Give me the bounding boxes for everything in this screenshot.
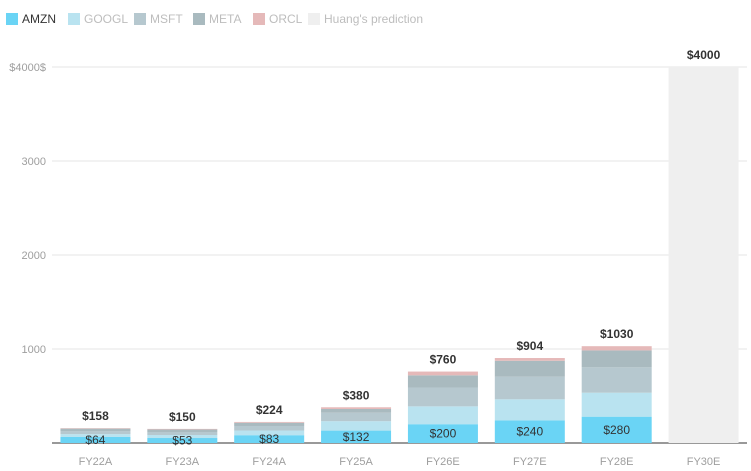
bar-segment-meta[interactable] xyxy=(581,350,652,368)
bar-segment-label: $64 xyxy=(85,433,105,447)
legend-swatch xyxy=(253,13,265,25)
bar-segment-label: $53 xyxy=(172,434,192,448)
bar-segment-orcl[interactable] xyxy=(147,428,218,430)
bar-segment-amzn[interactable] xyxy=(321,430,392,443)
chart-legend: AMZN GOOGL MSFT META ORCL Huang's prediction xyxy=(6,12,423,26)
legend-label[interactable]: META xyxy=(209,12,241,26)
bar-segment-meta[interactable] xyxy=(147,429,218,433)
bar-segment-googl[interactable] xyxy=(494,399,565,421)
legend-swatch xyxy=(308,13,320,25)
bar-segment-msft[interactable] xyxy=(234,425,305,431)
bar-segment-orcl[interactable] xyxy=(407,371,478,376)
legend-label[interactable]: GOOGL xyxy=(84,12,128,26)
y-tick-label: 1000 xyxy=(22,344,46,356)
bar-segment-amzn[interactable] xyxy=(494,420,565,443)
x-tick-label: FY25A xyxy=(339,456,373,468)
x-tick-label: FY26E xyxy=(426,456,460,468)
legend-label[interactable]: ORCL xyxy=(269,12,303,26)
bar-total-label: $1030 xyxy=(600,327,634,341)
bar-segment-msft[interactable] xyxy=(60,431,131,435)
bar-segment-label: $240 xyxy=(516,425,543,439)
bar-segment-msft[interactable] xyxy=(321,412,392,422)
legend-swatch xyxy=(68,13,80,25)
legend-swatch xyxy=(6,13,18,25)
bar-total-label: $150 xyxy=(169,410,196,424)
bar-segment-orcl[interactable] xyxy=(234,421,305,423)
bar-segment-label: $83 xyxy=(259,432,279,446)
x-tick-label: FY22A xyxy=(79,456,113,468)
bar-total-label: $904 xyxy=(516,339,543,353)
bar-segment-msft[interactable] xyxy=(494,376,565,400)
bar-segment-meta[interactable] xyxy=(60,428,131,432)
bar-segment-huang-s-prediction[interactable] xyxy=(668,67,739,443)
bar-total-label: $4000 xyxy=(687,48,721,62)
x-tick-label: FY23A xyxy=(165,456,199,468)
bar-segment-googl[interactable] xyxy=(407,406,478,425)
bar-segment-amzn[interactable] xyxy=(581,416,652,443)
bar-segment-msft[interactable] xyxy=(147,432,218,436)
bar-segment-googl[interactable] xyxy=(147,435,218,439)
chart-bars: $158 $64 $150 $53 $224 $83 $380 $132 $760 $200 $90… xyxy=(60,48,739,448)
bar-segment-meta[interactable] xyxy=(321,408,392,413)
bar-segment-googl[interactable] xyxy=(321,421,392,431)
bar-segment-label: $280 xyxy=(603,423,630,437)
y-axis-ticks: 1000 2000 3000 $4000$ xyxy=(9,62,46,356)
bar-segment-amzn[interactable] xyxy=(147,438,218,443)
legend-label[interactable]: AMZN xyxy=(22,12,56,26)
bar-segment-orcl[interactable] xyxy=(581,346,652,351)
y-tick-label: 3000 xyxy=(22,156,46,168)
bar-segment-googl[interactable] xyxy=(60,434,131,437)
x-tick-label: FY30E xyxy=(687,456,721,468)
bar-segment-orcl[interactable] xyxy=(494,358,565,361)
bar-total-label: $760 xyxy=(430,353,457,367)
bar-total-label: $158 xyxy=(82,409,109,423)
legend-swatch xyxy=(134,13,146,25)
bar-segment-label: $132 xyxy=(343,430,370,444)
bar-segment-msft[interactable] xyxy=(581,367,652,393)
legend-label[interactable]: Huang's prediction xyxy=(324,12,423,26)
x-axis-ticks: FY22A FY23A FY24A FY25A FY26E FY27E FY28E FY30E xyxy=(79,456,721,468)
legend-label[interactable]: MSFT xyxy=(150,12,183,26)
x-tick-label: FY27E xyxy=(513,456,547,468)
bar-segment-googl[interactable] xyxy=(581,392,652,417)
x-tick-label: FY24A xyxy=(252,456,286,468)
bar-segment-label: $200 xyxy=(430,427,457,441)
x-tick-label: FY28E xyxy=(600,456,634,468)
bar-segment-meta[interactable] xyxy=(494,360,565,377)
bar-segment-amzn[interactable] xyxy=(60,436,131,443)
bar-segment-msft[interactable] xyxy=(407,387,478,407)
bar-segment-amzn[interactable] xyxy=(234,435,305,443)
y-tick-label: 2000 xyxy=(22,250,46,262)
bar-total-label: $380 xyxy=(343,388,370,402)
bar-segment-meta[interactable] xyxy=(407,375,478,388)
bar-segment-amzn[interactable] xyxy=(407,424,478,443)
bar-segment-googl[interactable] xyxy=(234,430,305,436)
legend-swatch xyxy=(193,13,205,25)
y-tick-label: $4000$ xyxy=(9,62,46,74)
bar-total-label: $224 xyxy=(256,403,283,417)
bar-segment-meta[interactable] xyxy=(234,422,305,426)
bar-segment-orcl[interactable] xyxy=(321,407,392,409)
